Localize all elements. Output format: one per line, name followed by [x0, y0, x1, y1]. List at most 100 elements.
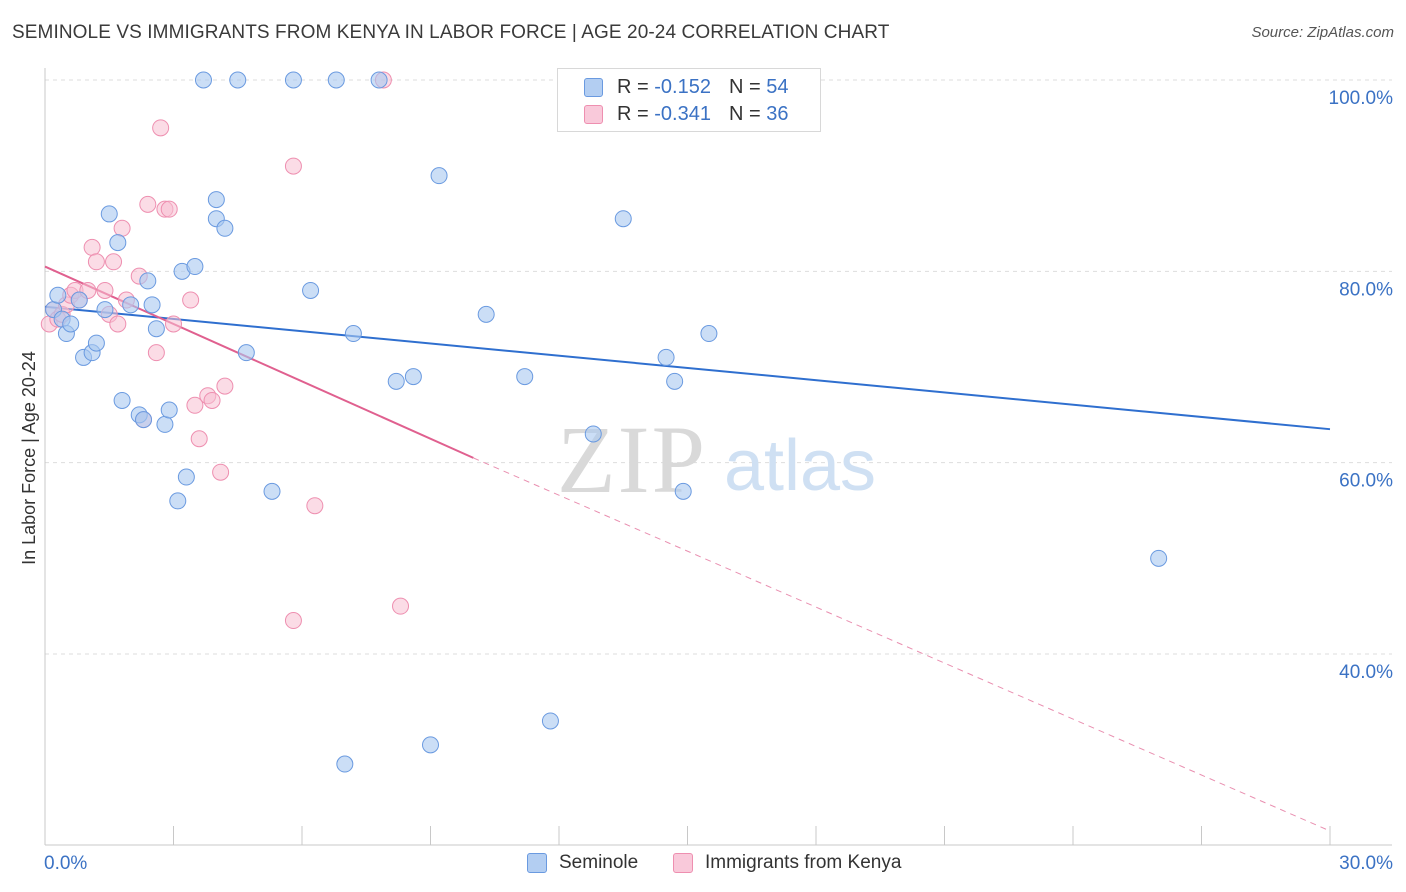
kenya-point	[284, 157, 302, 175]
kenya-point	[190, 430, 208, 448]
kenya-point	[182, 291, 200, 309]
seminole-point	[370, 71, 388, 89]
seminole-point	[666, 372, 684, 390]
kenya-trend-extension	[473, 457, 1331, 832]
y-tick-label-80: 80.0%	[1339, 279, 1393, 300]
seminole-point	[147, 320, 165, 338]
kenya-point	[212, 463, 230, 481]
kenya-point	[284, 612, 302, 630]
seminole-point	[516, 368, 534, 386]
seminole-point	[422, 736, 439, 754]
watermark: ZIP atlas	[557, 406, 876, 513]
watermark-atlas: atlas	[724, 426, 876, 506]
seminole-point	[122, 296, 140, 314]
r-label: R =	[617, 75, 649, 98]
kenya-legend-swatch	[673, 853, 693, 873]
legend-row-seminole: R = -0.152 N = 54	[584, 75, 788, 99]
kenya-point	[160, 200, 178, 218]
seminole-point	[177, 468, 195, 486]
seminole-point	[160, 401, 178, 419]
seminole-point	[169, 492, 187, 510]
seminole-point	[336, 755, 354, 773]
kenya-swatch	[584, 104, 603, 124]
kenya-n-value: 36	[766, 102, 789, 125]
seminole-point	[237, 344, 255, 362]
seminole-point	[207, 191, 225, 209]
seminole-point	[541, 712, 559, 730]
trend-lines	[44, 265, 1331, 832]
seminole-point	[584, 425, 602, 443]
seminole-point	[139, 272, 157, 290]
legend-row-kenya: R = -0.341 N = 36	[584, 102, 788, 126]
kenya-point	[392, 597, 410, 615]
y-axis-label: In Labor Force | Age 20-24	[19, 351, 39, 565]
seminole-point	[100, 205, 118, 223]
correlation-legend: R = -0.152 N = 54 R = -0.341 N = 36	[557, 68, 821, 132]
seminole-point	[96, 301, 114, 319]
legend-label-kenya: Immigrants from Kenya	[705, 852, 902, 873]
axes	[44, 68, 1392, 846]
seminole-point	[657, 348, 675, 366]
seminole-point	[156, 415, 174, 433]
kenya-point	[139, 195, 157, 213]
seminole-point	[49, 286, 67, 304]
kenya-point	[113, 219, 131, 237]
seminole-point	[700, 325, 718, 343]
n-label: N =	[728, 75, 761, 98]
y-tick-label-40: 40.0%	[1339, 662, 1393, 683]
kenya-point	[152, 119, 170, 137]
kenya-point	[147, 344, 165, 362]
kenya-point	[216, 377, 234, 395]
gridlines	[45, 79, 1392, 655]
seminole-point	[135, 411, 153, 429]
legend-item-kenya[interactable]: Immigrants from Kenya	[673, 852, 901, 874]
seminole-n-value: 54	[766, 75, 789, 98]
kenya-point	[165, 315, 182, 333]
seminole-point	[62, 315, 80, 333]
kenya-point	[96, 281, 114, 299]
seminole-point	[194, 71, 212, 89]
seminole-point	[87, 334, 105, 352]
seminole-point	[430, 167, 448, 185]
r-label: R =	[617, 102, 649, 125]
seminole-point	[263, 482, 281, 500]
chart-title: SEMINOLE VS IMMIGRANTS FROM KENYA IN LAB…	[12, 22, 890, 43]
seminole-point	[387, 372, 405, 390]
seminole-swatch	[584, 77, 603, 97]
seminole-point	[229, 71, 247, 89]
series-legend: Seminole Immigrants from Kenya	[0, 852, 1406, 878]
kenya-point	[306, 497, 324, 515]
kenya-trend-line	[44, 265, 474, 459]
seminole-point	[216, 219, 234, 237]
kenya-point	[87, 253, 105, 271]
tick-labels: 40.0% 60.0% 80.0% 100.0% 0.0% 30.0%	[44, 88, 1393, 874]
source-credit: Source: ZipAtlas.com	[1251, 24, 1394, 41]
seminole-r-value: -0.152	[654, 75, 711, 98]
y-tick-label-60: 60.0%	[1339, 471, 1393, 492]
seminole-point	[344, 325, 362, 343]
seminole-trend-line	[44, 305, 1331, 431]
kenya-r-value: -0.341	[654, 102, 711, 125]
kenya-point	[83, 238, 101, 256]
seminole-point	[674, 482, 692, 500]
seminole-point	[186, 258, 204, 276]
legend-item-seminole[interactable]: Seminole	[527, 852, 638, 874]
seminole-point	[1150, 549, 1168, 567]
seminole-point	[109, 234, 127, 252]
y-tick-label-100: 100.0%	[1329, 88, 1394, 109]
seminole-point	[477, 305, 495, 323]
seminole-point	[284, 71, 302, 89]
x-tick-label-min: 0.0%	[44, 853, 87, 874]
x-tick-label-max: 30.0%	[1339, 853, 1393, 874]
legend-label-seminole: Seminole	[559, 852, 639, 873]
kenya-point	[186, 396, 204, 414]
seminole-legend-swatch	[527, 853, 547, 873]
kenya-point	[109, 315, 127, 333]
seminole-point	[143, 296, 161, 314]
seminole-point	[327, 71, 345, 89]
seminole-point	[614, 210, 632, 228]
n-label: N =	[728, 102, 761, 125]
seminole-point	[302, 281, 320, 299]
kenya-point	[203, 391, 221, 409]
